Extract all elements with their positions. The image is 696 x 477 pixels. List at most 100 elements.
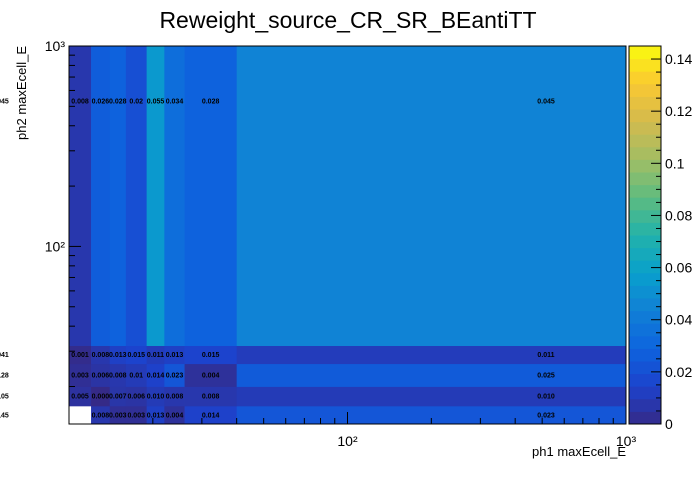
color-scale-band (629, 272, 661, 286)
heatmap-cell (164, 363, 185, 387)
heatmap-cell (164, 345, 185, 365)
cell-value-label: 0.003 (127, 412, 145, 419)
heatmap-cell (109, 345, 127, 365)
color-scale-frame (628, 45, 662, 425)
heatmap-cell (146, 405, 165, 425)
heatmap-cell (184, 405, 238, 425)
color-scale-band (629, 335, 661, 349)
heatmap-cell (125, 345, 148, 365)
color-scale-band (629, 146, 661, 160)
color-scale-band (629, 71, 661, 85)
color-scale-band (629, 310, 661, 324)
cell-value-label: 0.008 (71, 99, 89, 106)
cell-value-label: 0.013 (166, 352, 184, 359)
z-tick-label: 0.06 (665, 260, 692, 276)
cell-value-label: 0.145 (0, 412, 9, 419)
cell-value-labels: 0.0080.0030.0030.0130.0040.0140.0230.145… (0, 99, 555, 420)
heatmap-cell (146, 386, 165, 407)
color-scale-band (629, 58, 661, 72)
cell-value-label: 0.004 (202, 373, 220, 380)
z-tick-label: 0.1 (665, 155, 685, 171)
cell-value-label: 0.010 (537, 394, 555, 401)
color-scale-band (629, 121, 661, 135)
cell-value-label: 0.008 (109, 373, 127, 380)
color-scale-band (629, 361, 661, 375)
color-scale-bar: 0 0.02 0.04 0.06 0.08 0.1 0.12 0.14 (628, 45, 692, 432)
x-tick-label: 10² (337, 433, 358, 449)
cell-value-label: 0.105 (0, 394, 9, 401)
cell-value-label: 0.008 (92, 412, 110, 419)
x-axis-label: ph1 maxEcell_E (532, 444, 626, 459)
cell-value-label: 0.013 (147, 412, 165, 419)
heatmap-cell (236, 46, 627, 346)
cell-value-label: 0.014 (147, 373, 165, 380)
heatmap-cells (69, 46, 627, 425)
cell-value-label: 0.008 (202, 394, 220, 401)
x-axis: 10² 10³ (68, 412, 637, 449)
cell-value-label: 0.128 (0, 373, 9, 380)
heatmap-cell (146, 363, 165, 387)
z-tick-label: 0.12 (665, 103, 692, 119)
heatmap-cell (184, 46, 238, 346)
cell-value-label: 0.007 (109, 394, 127, 401)
y-tick-label: 10² (45, 238, 66, 254)
cell-value-label: 0.015 (202, 352, 220, 359)
heatmap-cell (91, 386, 111, 407)
heatmap-cell (91, 363, 111, 387)
heatmap-cell (125, 386, 148, 407)
heatmap-cell (184, 386, 238, 407)
color-scale-band (629, 109, 661, 123)
color-scale-band (629, 46, 661, 60)
color-scale-band (629, 96, 661, 110)
cell-value-label: 0.01 (129, 373, 143, 380)
heatmap-cell (91, 405, 111, 425)
color-scale-band (629, 411, 661, 425)
y-axis: 10² 10³ (45, 38, 81, 388)
heatmap-cell (69, 345, 92, 365)
y-tick-label: 10³ (45, 38, 66, 54)
cell-value-label: 0.011 (537, 352, 554, 359)
color-scale-band (629, 298, 661, 312)
cell-value-label: 0.003 (109, 412, 127, 419)
y-axis-label: ph2 maxEcell_E (14, 46, 29, 140)
color-scale-band (629, 247, 661, 261)
cell-value-label: 0.006 (92, 373, 110, 380)
cell-value-label: 0.005 (71, 394, 89, 401)
cell-value-label: 0.045 (0, 99, 9, 106)
chart-title: Reweight_source_CR_SR_BEantiTT (159, 7, 536, 33)
color-scale-band (629, 373, 661, 387)
heatmap-cell (164, 46, 185, 346)
heatmap-cell (91, 46, 111, 346)
cell-value-label: 0.028 (202, 99, 220, 106)
color-scale-band (629, 209, 661, 223)
heatmap-cell (146, 345, 165, 365)
heatmap-cell (109, 386, 127, 407)
color-scale-band (629, 260, 661, 274)
cell-value-label: 0.000 (92, 394, 110, 401)
cell-value-label: 0.041 (0, 352, 9, 359)
cell-value-label: 0.015 (127, 352, 145, 359)
color-scale-band (629, 235, 661, 249)
cell-value-label: 0.003 (71, 373, 89, 380)
heatmap-cell (164, 386, 185, 407)
cell-value-label: 0.026 (92, 99, 110, 106)
heatmap-cell (109, 46, 127, 346)
cell-value-label: 0.055 (147, 99, 165, 106)
heatmap-cell (164, 405, 185, 425)
color-scale-band (629, 83, 661, 97)
heatmap-cell (146, 46, 165, 346)
z-tick-label: 0 (665, 416, 673, 432)
heatmap-cell (184, 363, 238, 387)
heatmap-cell (236, 405, 627, 425)
cell-value-label: 0.045 (537, 99, 555, 106)
z-tick-label: 0.02 (665, 364, 692, 380)
z-tick-label: 0.08 (665, 207, 692, 223)
x-tick-label: 10³ (616, 433, 637, 449)
cell-value-label: 0.034 (166, 99, 184, 106)
cell-value-label: 0.011 (147, 352, 164, 359)
cell-value-label: 0.023 (166, 373, 184, 380)
heatmap-cell (69, 363, 92, 387)
color-scale-band (629, 134, 661, 148)
heatmap-cell (236, 363, 627, 387)
